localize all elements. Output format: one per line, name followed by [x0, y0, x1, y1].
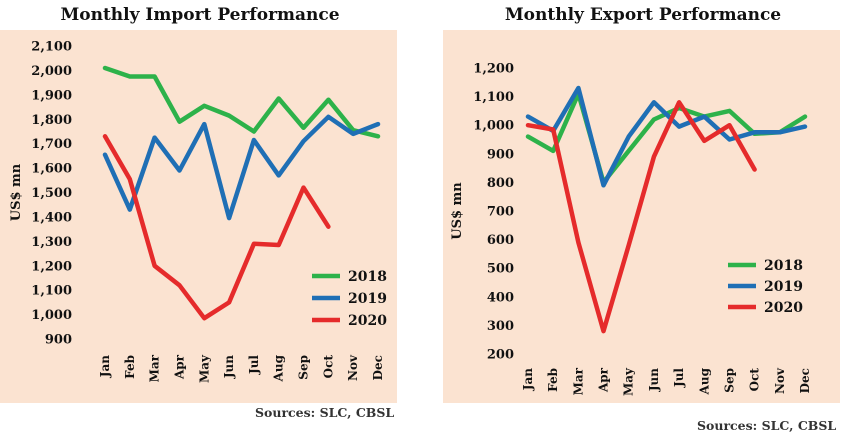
chart0-series-line-2020	[102, 134, 331, 321]
chart1-x-tick-label: Oct	[748, 368, 762, 392]
chart0-x-tick-label: May	[197, 354, 211, 383]
chart0-x-tick-label: Jun	[222, 355, 236, 379]
chart1-x-tick-label: Feb	[546, 368, 560, 392]
chart1-legend-label-2018: 2018	[764, 258, 803, 274]
chart0-y-tick-label: 2,100	[31, 40, 72, 55]
chart0-legend-label-2020: 2020	[348, 313, 387, 329]
chart0-x-tick-label: Jan	[98, 355, 112, 378]
chart1-series-line-2020	[525, 100, 757, 334]
chart1-y-tick-label: 400	[487, 290, 514, 305]
chart0-x-tick-label: Dec	[371, 355, 385, 380]
chart1-y-tick-label: 1,100	[473, 90, 514, 105]
chart1-y-tick-label: 600	[487, 233, 514, 248]
export-chart-source: Sources: SLC, CBSL	[697, 418, 837, 433]
chart0-y-tick-label: 1,900	[31, 88, 72, 103]
chart0-y-axis-label: US$ mn	[9, 163, 24, 221]
chart1-x-tick-label: Aug	[697, 367, 711, 395]
chart0-x-tick-label: Nov	[346, 354, 360, 381]
chart1-y-tick-label: 900	[487, 147, 514, 162]
chart0-x-tick-label: Jul	[247, 355, 261, 375]
export-chart: 200 300 400 500 600 700 800 900 1,000 1,100 1,200 U…	[450, 62, 812, 397]
chart1-x-tick-label: Jan	[521, 368, 535, 391]
chart1-x-tick-label: Nov	[773, 367, 787, 394]
import-chart-background	[0, 30, 397, 403]
chart0-series-line-2019	[102, 114, 381, 221]
chart0-y-tick-label: 1,100	[31, 284, 72, 299]
chart1-y-tick-label: 1,000	[473, 119, 514, 134]
chart0-legend-label-2019: 2019	[348, 291, 387, 307]
chart1-x-tick-label: Dec	[798, 368, 812, 393]
export-chart-background	[443, 30, 840, 403]
chart0-y-tick-label: 1,600	[31, 162, 72, 177]
chart1-y-tick-label: 1,200	[473, 62, 514, 77]
export-chart-title: Monthly Export Performance	[504, 5, 782, 25]
chart0-y-tick-label: 900	[45, 333, 72, 348]
chart1-series-line-2019	[525, 85, 808, 188]
chart1-y-tick-label: 300	[487, 319, 514, 334]
chart1-y-axis-label: US$ mn	[450, 182, 465, 240]
import-chart: 900 1,000 1,100 1,200 1,300 1,400 1,500 1,600 1,…	[9, 40, 387, 384]
chart0-y-tick-label: 2,000	[31, 64, 72, 79]
chart1-x-tick-label: Jun	[647, 368, 661, 392]
chart0-y-tick-label: 1,000	[31, 308, 72, 323]
chart0-x-tick-label: Sep	[297, 355, 311, 380]
chart0-y-tick-label: 1,800	[31, 113, 72, 128]
chart0-y-tick-label: 1,300	[31, 235, 72, 250]
chart1-legend-label-2020: 2020	[764, 300, 803, 316]
import-chart-title: Monthly Import Performance	[60, 5, 340, 25]
chart0-series-line-2018	[102, 65, 381, 139]
chart1-y-tick-label: 200	[487, 348, 514, 363]
chart1-x-tick-label: Sep	[722, 368, 736, 393]
chart0-y-tick-label: 1,200	[31, 259, 72, 274]
chart1-x-tick-label: May	[622, 367, 636, 396]
chart0-y-tick-label: 1,700	[31, 137, 72, 152]
import-chart-source: Sources: SLC, CBSL	[255, 405, 395, 420]
chart0-x-tick-label: Apr	[172, 354, 186, 380]
chart0-x-tick-label: Mar	[148, 354, 162, 382]
chart0-x-tick-label: Aug	[272, 354, 286, 382]
chart1-legend-label-2019: 2019	[764, 279, 803, 295]
chart0-y-tick-label: 1,500	[31, 186, 72, 201]
chart1-y-tick-label: 500	[487, 262, 514, 277]
chart1-x-tick-label: Mar	[571, 367, 585, 395]
chart1-x-tick-label: Apr	[597, 367, 611, 393]
chart0-legend-label-2018: 2018	[348, 269, 387, 285]
chart1-y-tick-label: 700	[487, 205, 514, 220]
chart0-x-tick-label: Feb	[123, 355, 137, 379]
chart0-x-tick-label: Oct	[321, 355, 335, 379]
chart1-y-tick-label: 800	[487, 176, 514, 191]
chart1-x-tick-label: Jul	[672, 368, 686, 388]
chart0-y-tick-label: 1,400	[31, 210, 72, 225]
